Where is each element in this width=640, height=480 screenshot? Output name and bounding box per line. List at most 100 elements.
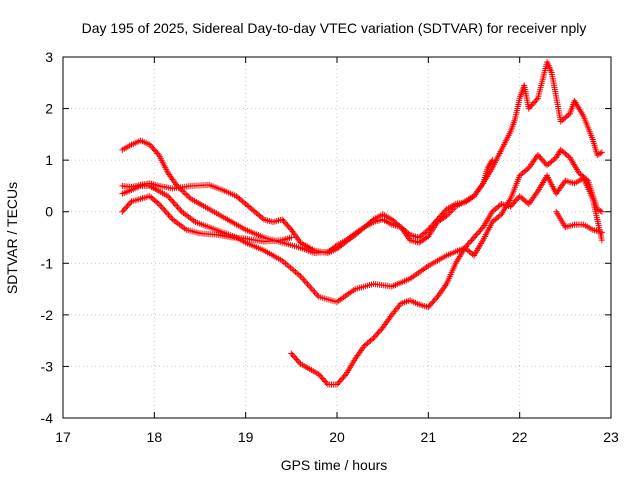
data-point xyxy=(336,378,343,385)
data-point xyxy=(284,222,291,229)
data-point xyxy=(120,207,127,214)
data-point xyxy=(173,202,180,209)
data-point xyxy=(119,208,126,215)
data-point xyxy=(153,149,160,156)
data-point xyxy=(427,223,434,230)
series-track-4 xyxy=(119,193,295,245)
data-point xyxy=(430,220,437,227)
data-point xyxy=(320,377,327,384)
data-point xyxy=(303,279,310,286)
data-point xyxy=(437,213,444,220)
y-tick-label: -1 xyxy=(41,255,54,271)
data-point xyxy=(529,101,536,108)
data-point xyxy=(319,375,326,382)
data-point xyxy=(427,301,434,308)
data-point xyxy=(528,102,535,109)
data-point xyxy=(532,98,539,105)
data-point xyxy=(439,210,446,217)
data-point xyxy=(434,216,441,223)
data-point xyxy=(534,151,541,158)
data-point xyxy=(181,190,188,197)
data-point xyxy=(160,205,167,212)
data-point xyxy=(431,296,438,303)
data-point xyxy=(467,238,474,245)
data-point xyxy=(174,204,181,211)
data-point xyxy=(165,211,172,218)
data-point xyxy=(440,209,447,216)
data-point xyxy=(146,141,153,148)
data-point xyxy=(472,233,479,240)
x-tick-label: 22 xyxy=(512,429,528,445)
data-point xyxy=(341,372,348,379)
y-tick-label: -2 xyxy=(41,307,54,323)
data-point xyxy=(308,285,315,292)
y-tick-label: -4 xyxy=(41,410,54,426)
data-point xyxy=(370,335,377,342)
data-point xyxy=(125,201,132,208)
data-point xyxy=(511,199,518,206)
series-track-1 xyxy=(119,137,496,256)
data-point xyxy=(292,354,299,361)
data-point xyxy=(429,299,436,306)
data-point xyxy=(507,203,514,210)
y-tick-labels: -4 -3 -2 -1 0 1 2 3 xyxy=(41,49,54,426)
data-point xyxy=(335,380,342,387)
chart-title: Day 195 of 2025, Sidereal Day-to-day VTE… xyxy=(82,20,587,36)
data-point xyxy=(148,143,155,150)
data-point xyxy=(508,202,515,209)
data-point xyxy=(167,196,174,203)
data-point xyxy=(121,205,128,212)
series-track-2 xyxy=(119,59,605,256)
x-tick-label: 18 xyxy=(147,429,163,445)
data-point xyxy=(183,191,190,198)
data-point xyxy=(177,207,184,214)
data-point xyxy=(289,352,296,359)
data-point xyxy=(298,274,305,281)
data-point xyxy=(471,234,477,241)
data-point xyxy=(527,104,534,111)
data-point xyxy=(288,350,295,357)
data-point xyxy=(296,359,303,366)
data-point xyxy=(537,154,544,161)
data-point xyxy=(461,244,468,251)
data-point xyxy=(514,196,521,203)
data-point xyxy=(598,237,605,244)
data-point xyxy=(426,225,433,232)
data-point xyxy=(468,237,475,244)
data-point xyxy=(164,210,171,217)
data-point xyxy=(538,156,545,163)
y-tick-label: 2 xyxy=(45,101,53,117)
data-point xyxy=(158,204,165,211)
series-track-5 xyxy=(288,172,605,388)
data-point xyxy=(465,240,472,247)
x-tick-label: 17 xyxy=(55,429,71,445)
data-point xyxy=(425,226,432,233)
data-point xyxy=(598,229,605,236)
data-point xyxy=(288,234,295,241)
data-point xyxy=(374,330,381,337)
data-point xyxy=(175,205,182,212)
data-point xyxy=(474,230,481,237)
data-point xyxy=(283,220,290,227)
data-point xyxy=(169,197,176,204)
data-markers xyxy=(119,59,605,388)
data-point xyxy=(433,217,440,224)
data-point xyxy=(473,231,480,238)
data-point xyxy=(531,99,538,106)
data-point xyxy=(598,149,605,156)
data-point xyxy=(317,372,324,379)
data-point xyxy=(525,105,532,112)
series-track-3 xyxy=(119,146,605,305)
data-point xyxy=(512,197,519,204)
data-point xyxy=(315,371,322,378)
data-point xyxy=(149,144,156,151)
data-point xyxy=(280,217,287,224)
data-point xyxy=(301,277,308,284)
data-point xyxy=(162,208,169,215)
axis-ticks xyxy=(62,56,612,419)
data-point xyxy=(339,375,346,382)
data-point xyxy=(435,214,442,221)
x-tick-labels: 17 18 19 20 21 22 23 xyxy=(55,429,619,445)
data-point xyxy=(442,207,449,214)
y-axis-label: SDTVAR / TECUs xyxy=(4,182,20,294)
